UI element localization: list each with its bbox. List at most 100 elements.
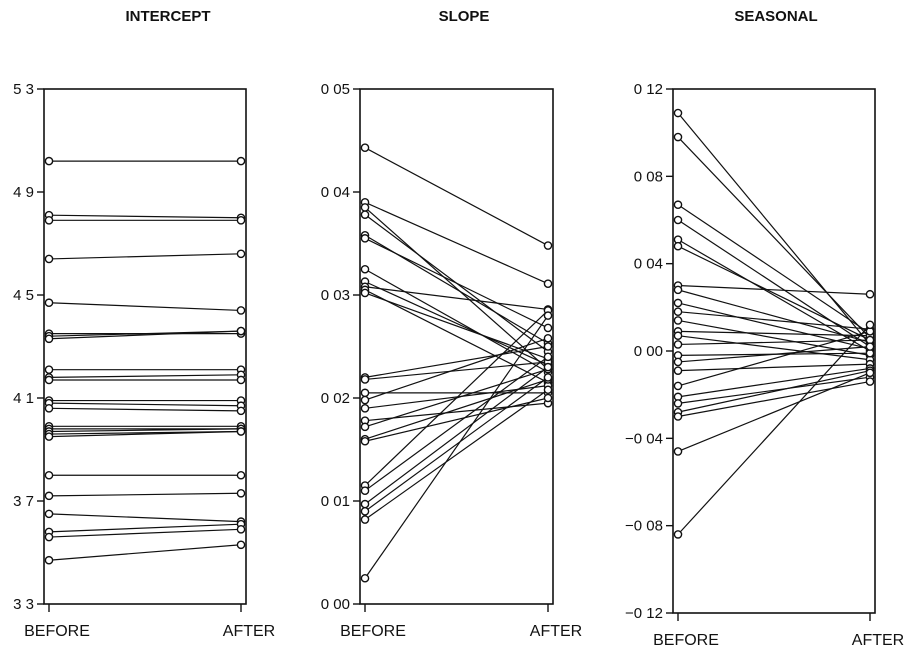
- series-segment: [677, 367, 871, 398]
- point-before: [360, 506, 370, 516]
- y-tick-label: 0 02: [321, 390, 350, 407]
- series-segment: [48, 492, 242, 497]
- series-segment: [677, 324, 871, 535]
- point-before: [673, 200, 683, 210]
- panel-intercept: INTERCEPT 5 3 4 9 4 5 4 1 3 7 3 3 BEFORE AFTER: [13, 8, 275, 640]
- y-tick-label: 0 00: [634, 343, 663, 360]
- series-segment: [677, 219, 871, 348]
- series-segment: [364, 356, 549, 492]
- series-segment: [677, 335, 871, 361]
- series-line: [44, 298, 246, 315]
- series-line: [44, 216, 246, 225]
- y-tick-label: −0 08: [625, 518, 663, 535]
- point-before: [44, 491, 54, 501]
- y-tick-label: 0 01: [321, 493, 350, 510]
- point-before: [44, 298, 54, 308]
- point-after: [236, 306, 246, 315]
- point-before: [360, 375, 370, 384]
- series-segment: [48, 430, 242, 438]
- series-line: [44, 249, 246, 264]
- series-segment: [364, 147, 549, 247]
- y-tick-label: 0 00: [321, 596, 350, 613]
- series-segment: [364, 337, 549, 401]
- series-segment: [677, 136, 871, 339]
- point-after: [865, 377, 875, 386]
- series-line: [44, 470, 246, 480]
- point-before: [360, 436, 370, 446]
- x-tick-label: BEFORE: [653, 632, 719, 649]
- series-line: [44, 488, 246, 501]
- series-segment: [364, 207, 549, 370]
- series-line: [44, 525, 246, 542]
- series-line: [360, 203, 553, 374]
- point-before: [44, 365, 54, 374]
- series-line: [44, 326, 246, 344]
- point-before: [360, 403, 370, 413]
- series-line: [44, 540, 246, 565]
- series-line: [44, 375, 246, 385]
- series-line: [673, 235, 875, 356]
- point-after: [236, 406, 246, 416]
- x-tick-label: AFTER: [530, 623, 582, 640]
- point-before: [360, 573, 370, 583]
- point-after: [543, 373, 553, 382]
- series-segment: [48, 528, 242, 538]
- series-line: [360, 373, 553, 516]
- series-line: [673, 200, 875, 338]
- y-tick-label: 0 04: [321, 184, 350, 201]
- series-segment: [364, 289, 549, 384]
- point-before: [673, 340, 683, 349]
- point-before: [360, 288, 370, 298]
- point-after: [236, 470, 246, 480]
- point-after: [543, 385, 553, 395]
- series-line: [360, 264, 553, 377]
- series-line: [360, 197, 553, 288]
- y-tick-label: 4 9: [13, 184, 34, 201]
- series-segment: [48, 407, 242, 412]
- series-line: [673, 377, 875, 421]
- series-line: [360, 333, 553, 405]
- series-segment: [48, 330, 242, 340]
- series-segment: [364, 361, 549, 381]
- point-before: [360, 499, 370, 509]
- series-segment: [48, 214, 242, 219]
- point-before: [673, 381, 683, 391]
- series-segment: [364, 292, 549, 360]
- point-before: [673, 530, 683, 539]
- point-before: [673, 241, 683, 251]
- series-segment: [48, 402, 242, 407]
- point-before: [360, 210, 370, 219]
- plot-frame: [359, 88, 554, 605]
- point-before: [360, 486, 370, 496]
- point-before: [44, 375, 54, 385]
- series-segment: [48, 523, 242, 533]
- series-segment: [677, 363, 871, 372]
- point-after: [543, 393, 553, 403]
- panel-title: SLOPE: [439, 8, 490, 25]
- point-before: [44, 470, 54, 480]
- series-segment: [677, 289, 871, 343]
- point-after: [543, 362, 553, 372]
- series-segment: [364, 201, 549, 285]
- point-before: [673, 108, 683, 118]
- point-before: [673, 285, 683, 295]
- point-before: [360, 264, 370, 274]
- y-tick-label: −0 12: [625, 605, 663, 622]
- series-line: [673, 368, 875, 456]
- point-after: [543, 241, 553, 250]
- point-before: [360, 234, 370, 243]
- series-segment: [364, 315, 549, 579]
- point-after: [236, 216, 246, 225]
- point-before: [44, 509, 54, 519]
- series-line: [360, 352, 553, 496]
- series-line: [360, 277, 553, 370]
- series-line: [360, 385, 553, 524]
- point-after: [543, 352, 553, 362]
- series-line: [673, 366, 875, 417]
- point-before: [44, 432, 54, 441]
- series-segment: [48, 428, 242, 433]
- series-line: [673, 215, 875, 351]
- y-tick-label: 3 7: [13, 493, 34, 510]
- point-after: [236, 375, 246, 385]
